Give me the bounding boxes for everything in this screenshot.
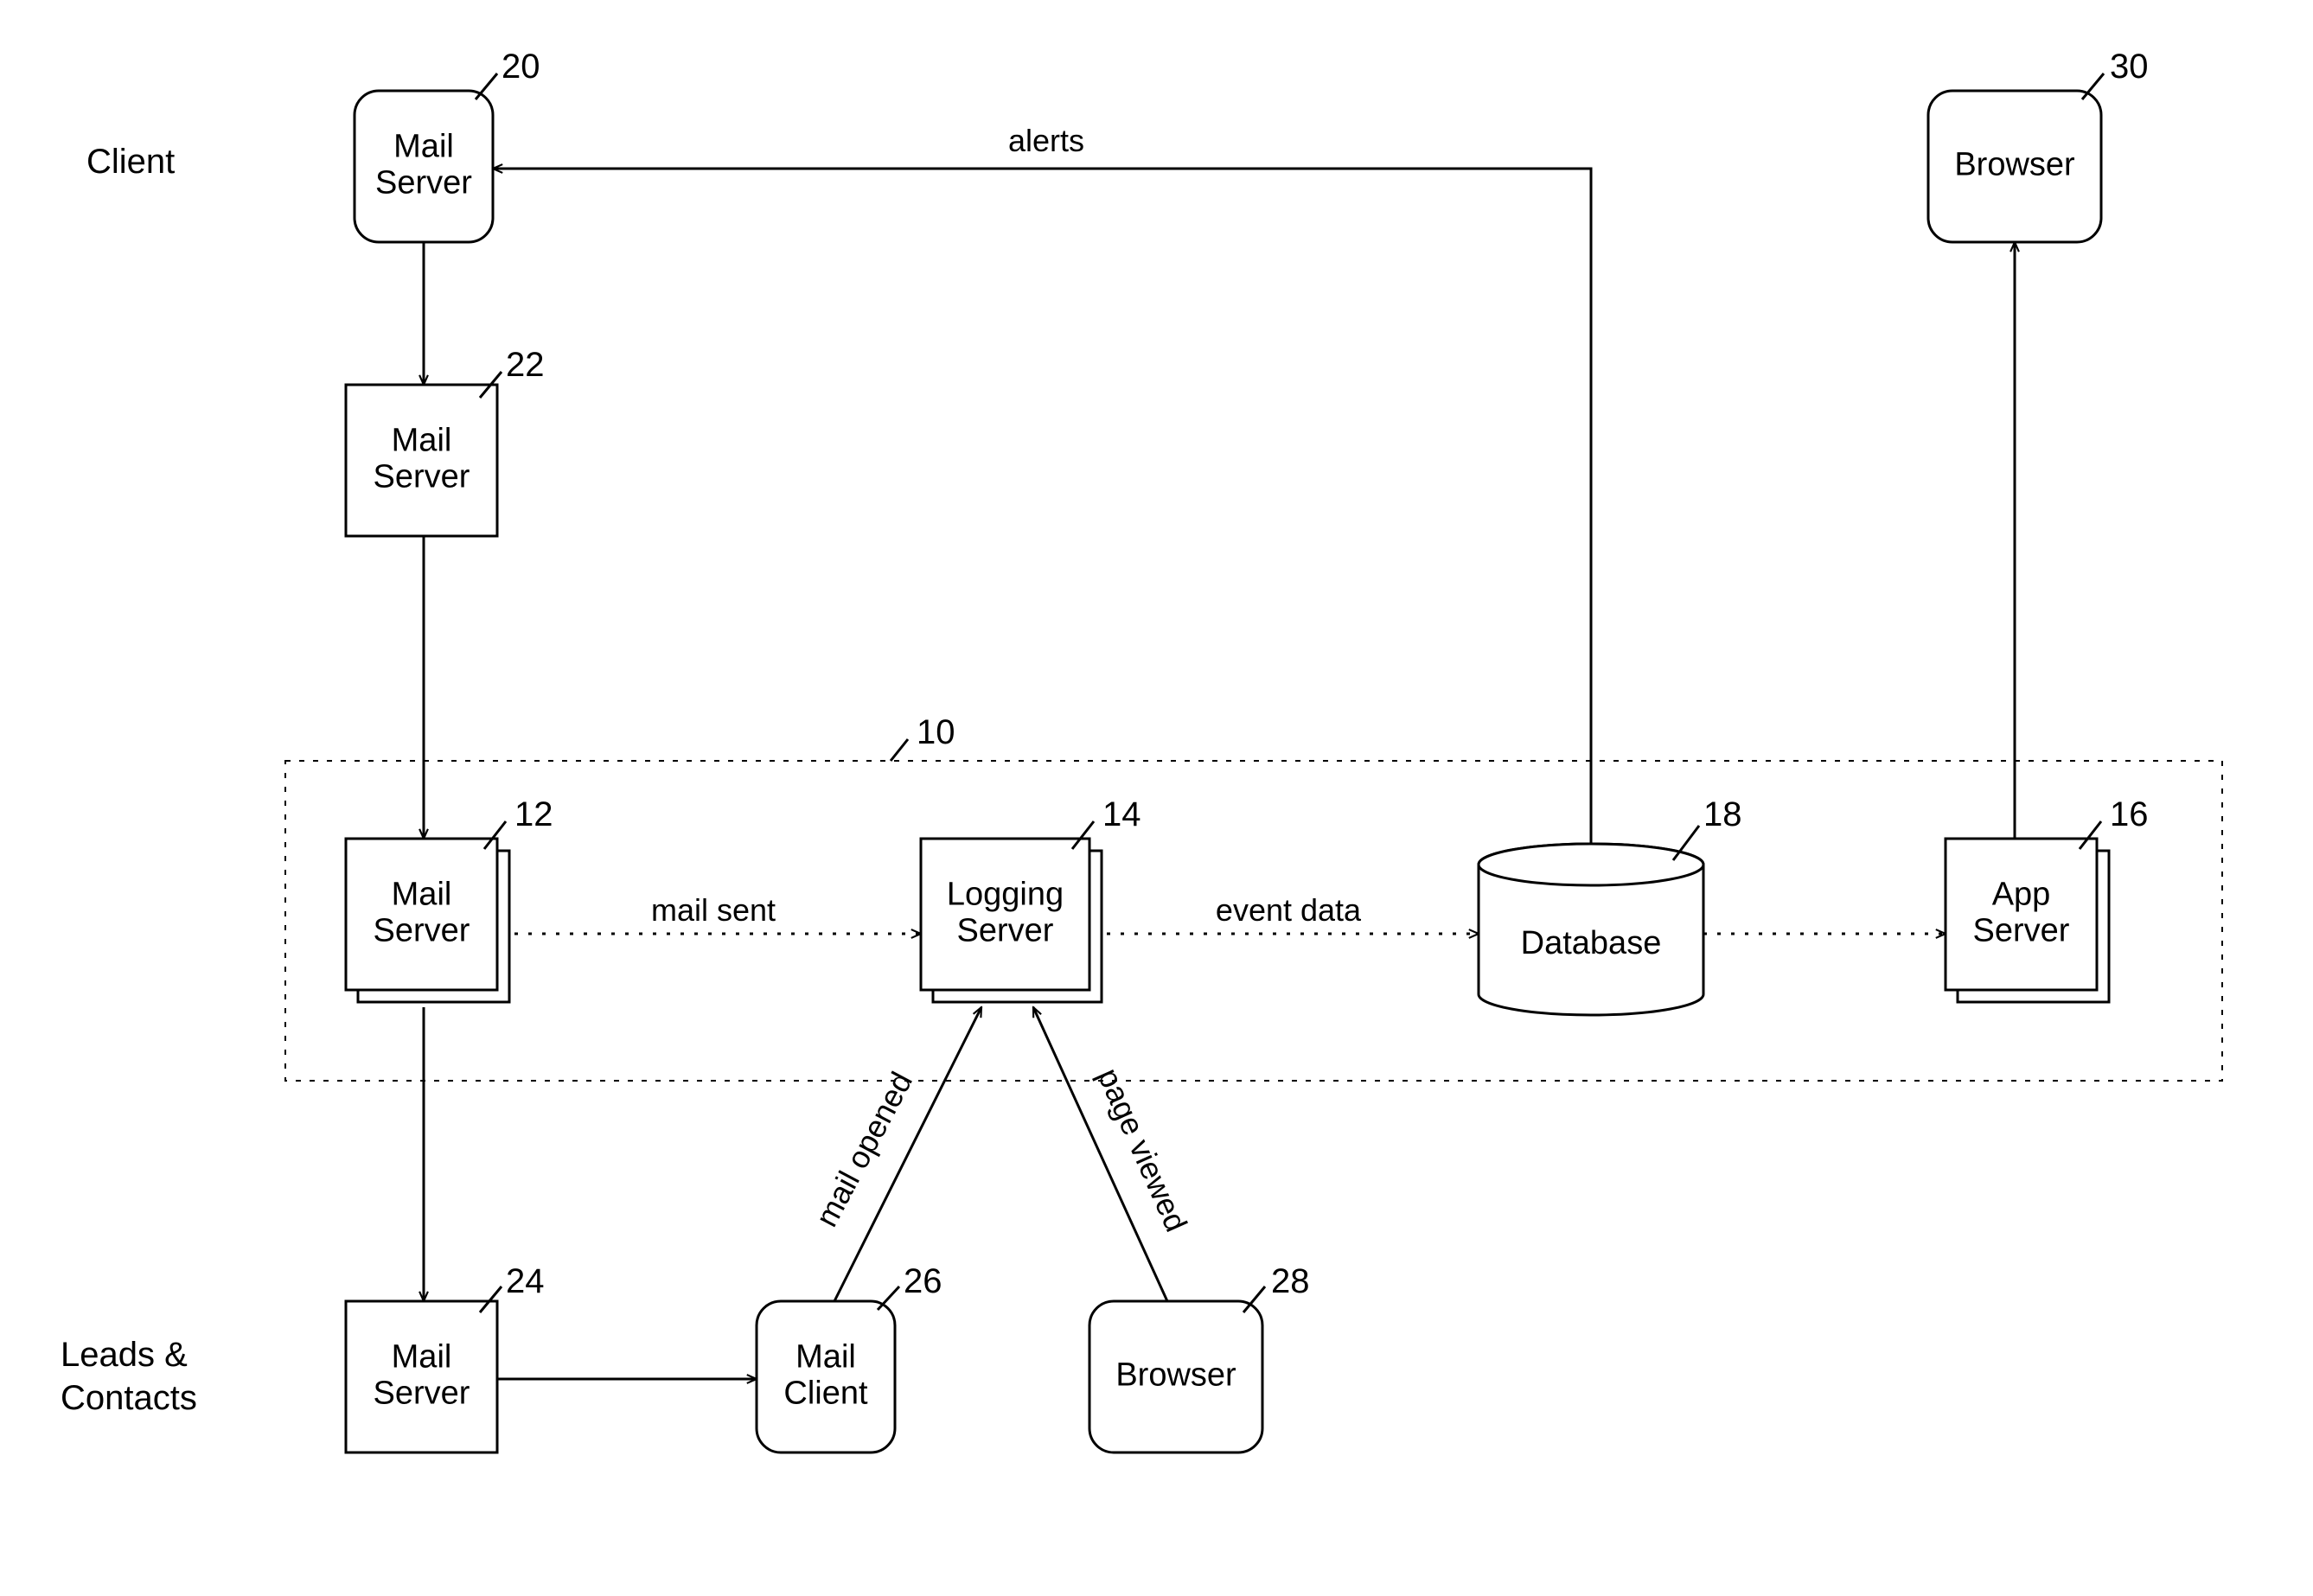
node-label-n12-1: Server [374,912,470,948]
node-n16: AppServer 16 [1946,795,2149,1002]
ref-label-22: 22 [506,346,545,384]
node-label-n24-0: Mail [392,1339,452,1376]
node-label-n20-0: Mail [393,129,454,165]
node-label-n26-0: Mail [795,1339,856,1376]
node-n26: MailClient 26 [757,1262,942,1452]
node-label-n16-0: App [1992,877,2051,913]
ref-label-26: 26 [904,1262,942,1300]
node-n28: Browser 28 [1089,1262,1310,1452]
node-label-n30-0: Browser [1954,147,2075,183]
diagram-canvas: 10 alerts mail sent event data mail opened pa… [0,0,2313,1596]
node-n12: MailServer 12 [346,795,553,1002]
ref-label-12: 12 [514,795,553,833]
node-label-n12-0: Mail [392,877,452,913]
node-label-n14-0: Logging [947,877,1064,913]
edge-label-mail-sent: mail sent [651,892,776,928]
section-label-client: Client [86,143,175,181]
node-label-n20-1: Server [375,164,472,201]
section-label-leads: Leads & [61,1336,188,1374]
ref-label-24: 24 [506,1262,545,1300]
edge-label-alerts: alerts [1008,123,1084,158]
edge-label-page-viewed: page viewed [1091,1063,1195,1236]
node-n18: Database 18 [1479,795,1742,1015]
ref-label-14: 14 [1102,795,1141,833]
section-label-contacts: Contacts [61,1379,197,1417]
node-label-n28-0: Browser [1115,1357,1236,1394]
ref-label-30: 30 [2110,48,2149,86]
edge-label-mail-opened: mail opened [808,1066,919,1232]
edge-n18-n20 [493,169,1591,865]
node-n14: LoggingServer 14 [921,795,1141,1002]
node-label-n24-1: Server [374,1375,470,1411]
node-n24: MailServer 24 [346,1262,545,1452]
node-n30: Browser 30 [1928,48,2149,242]
node-label-n22-1: Server [374,458,470,495]
node-n20: MailServer 20 [355,48,540,242]
ref-label-18: 18 [1703,795,1742,833]
node-label-n18-0: Database [1521,925,1662,961]
edge-label-event-data: event data [1216,892,1362,928]
ref-label-28: 28 [1271,1262,1310,1300]
node-label-n26-1: Client [783,1375,868,1411]
ref-label-10: 10 [917,713,955,751]
node-label-n14-1: Server [957,912,1054,948]
ref-label-16: 16 [2110,795,2149,833]
node-label-n16-1: Server [1973,912,2070,948]
node-n22: MailServer 22 [346,346,545,536]
node-label-n22-0: Mail [392,423,452,459]
ref-label-20: 20 [502,48,540,86]
